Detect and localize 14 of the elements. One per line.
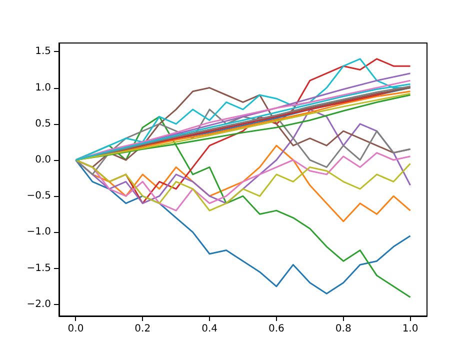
y-tick-label: 0.0 <box>35 154 51 166</box>
y-tick-label: −1.0 <box>26 226 51 238</box>
x-tick-label: 0.2 <box>134 324 151 334</box>
y-tick-label: 1.0 <box>35 82 51 94</box>
x-tick-label: 1.0 <box>402 324 418 334</box>
y-tick-label: −2.0 <box>26 298 51 310</box>
x-tick-label: 0.4 <box>202 324 218 334</box>
y-tick-label: −0.5 <box>26 190 51 202</box>
y-tick-label: −1.5 <box>26 262 51 274</box>
x-tick-label: 0.6 <box>268 324 284 334</box>
y-tick-label: 0.5 <box>35 118 51 130</box>
x-tick-label: 0.8 <box>335 324 352 334</box>
x-tick-label: 0.0 <box>68 324 84 334</box>
y-tick-label: 1.5 <box>35 46 51 58</box>
